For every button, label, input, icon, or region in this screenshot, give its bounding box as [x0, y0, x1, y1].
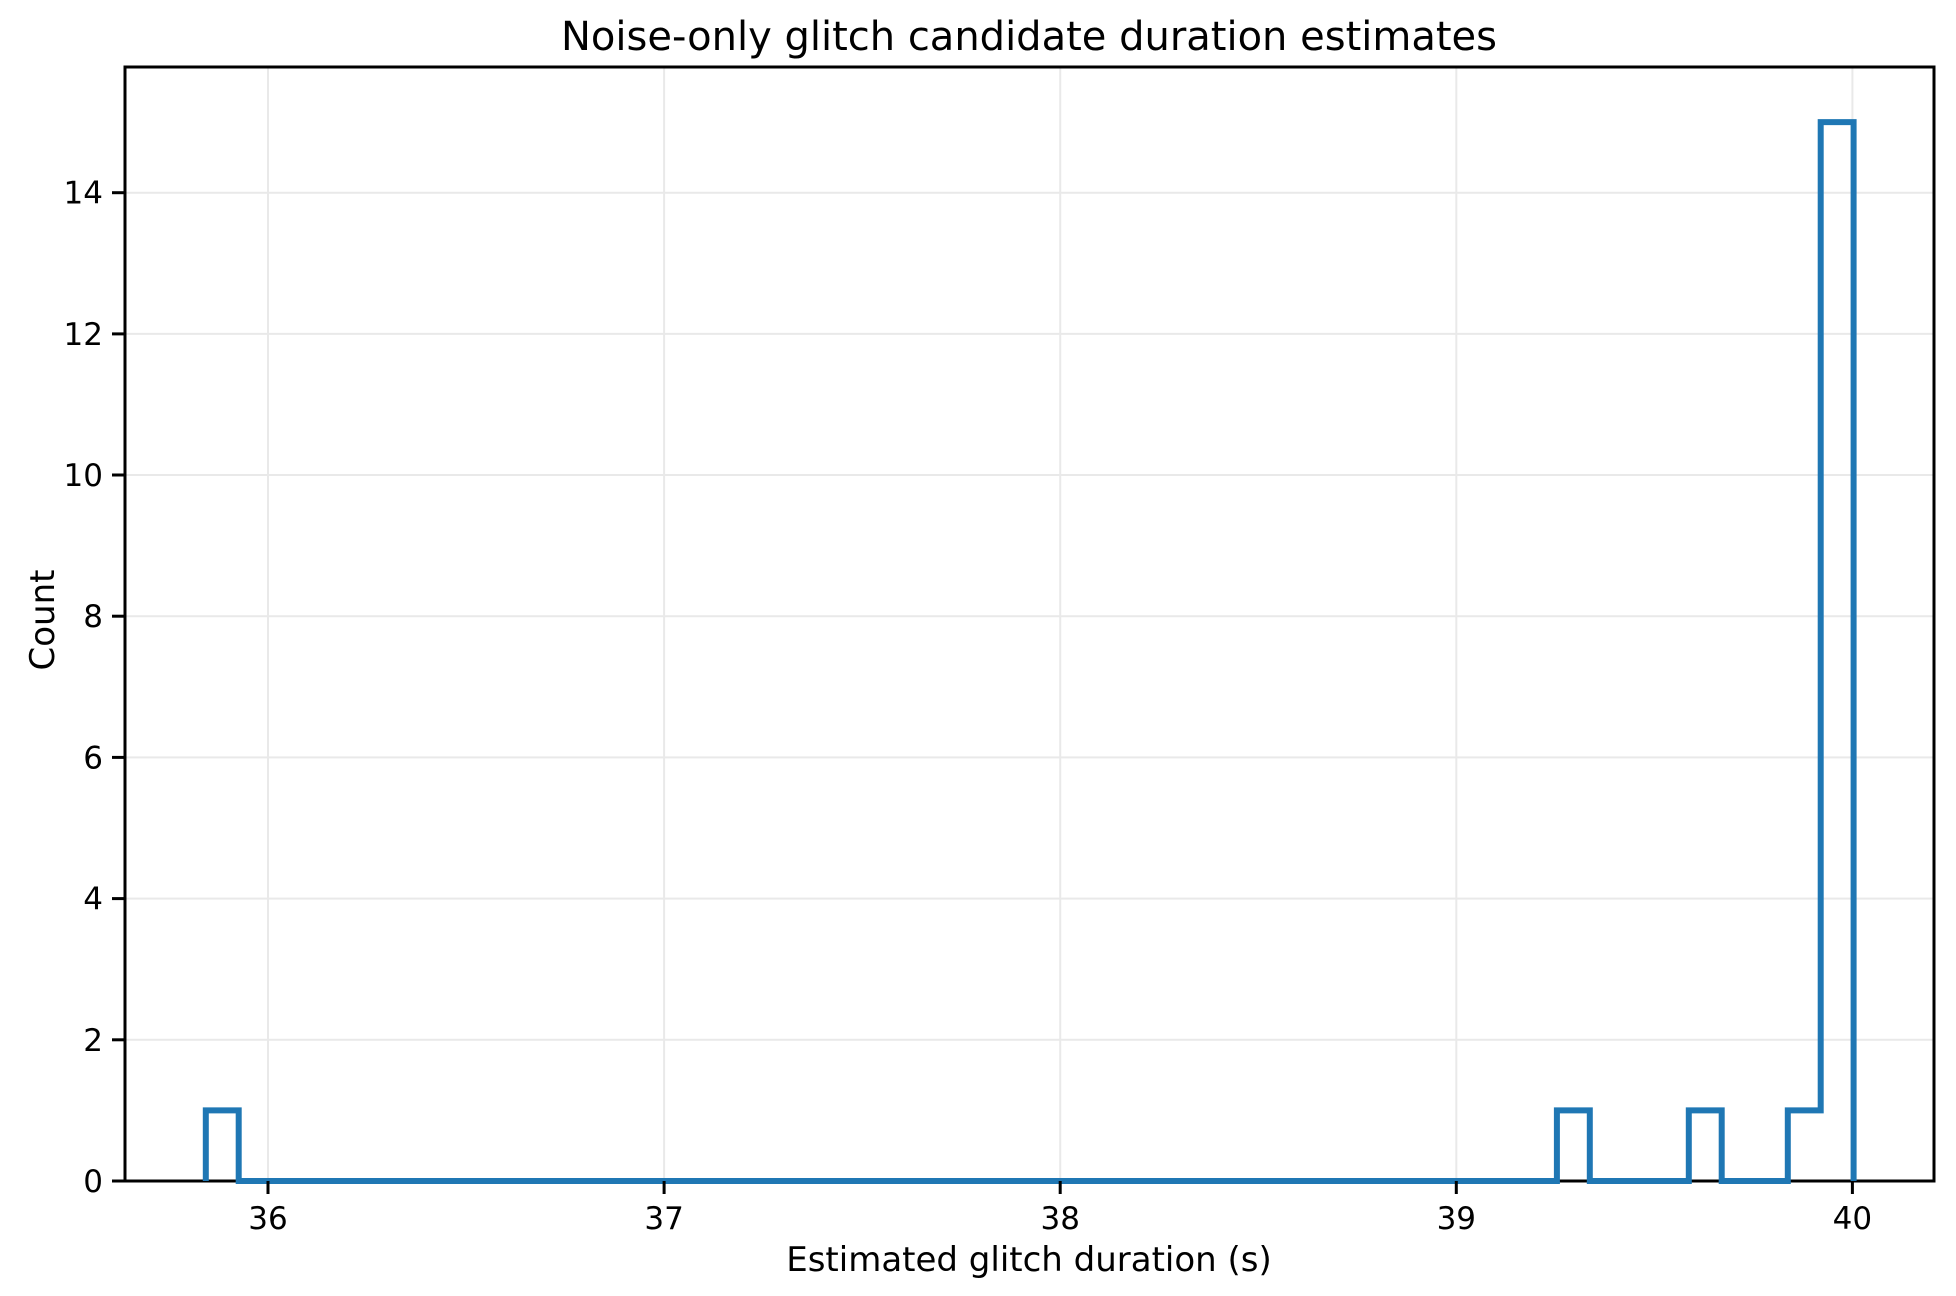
- x-tick-label: 39: [1437, 1201, 1476, 1237]
- y-tick-label: 0: [83, 1164, 103, 1200]
- y-axis-label: Count: [23, 570, 63, 671]
- x-tick-label: 36: [248, 1201, 287, 1237]
- grid-layer: [125, 67, 1934, 1182]
- histogram-step-outline: [202, 119, 1857, 1184]
- y-tick-label: 12: [64, 317, 103, 353]
- x-tick-label: 40: [1833, 1201, 1872, 1237]
- y-tick-label: 10: [64, 458, 103, 494]
- series-layer: [202, 119, 1857, 1184]
- axes-spines: [123, 65, 1936, 1183]
- y-tick-label: 2: [83, 1023, 103, 1059]
- y-tick-label: 14: [64, 176, 103, 212]
- y-tick-label: 6: [83, 740, 103, 776]
- x-tick-label: 37: [644, 1201, 683, 1237]
- spine-layer: [123, 65, 1936, 1183]
- y-tick-label: 4: [83, 882, 103, 918]
- chart-title: Noise-only glitch candidate duration est…: [561, 14, 1497, 60]
- x-axis-label: Estimated glitch duration (s): [786, 1240, 1272, 1280]
- tick-layer: 36 37 38 39 40 0 2 4 6 8 10 12 14: [64, 176, 1873, 1237]
- x-tick-label: 38: [1040, 1201, 1079, 1237]
- y-tick-label: 8: [83, 599, 103, 635]
